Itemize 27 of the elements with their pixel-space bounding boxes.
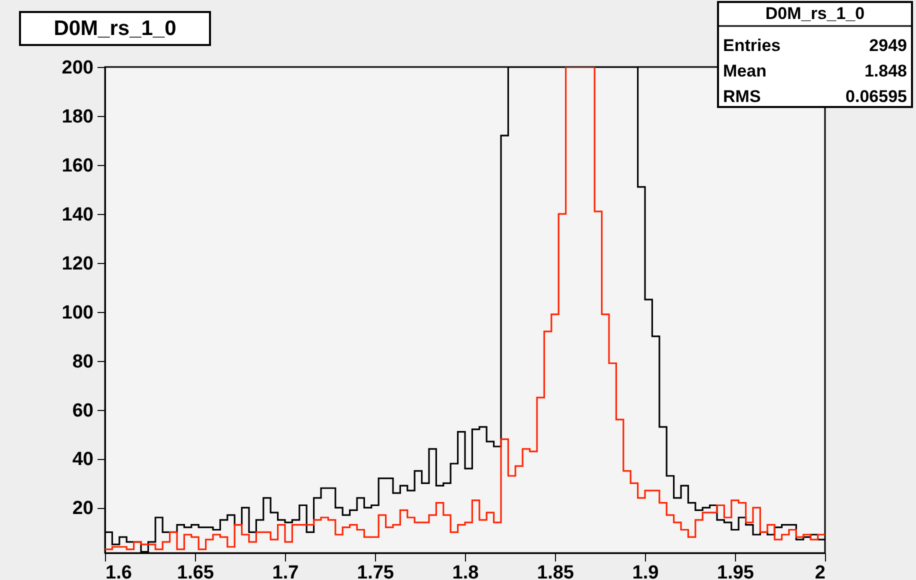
y-tick-label: 80 [72,351,94,372]
y-tick-label: 160 [62,155,94,176]
annotation: RMS [723,87,761,106]
text: 0.06595 [846,87,907,106]
x-tick-label: 1.6 [106,562,132,580]
text: Entries [723,36,781,55]
y-tick-label: 40 [72,449,94,470]
x-tick-label: 1.65 [177,562,214,580]
y-tick-label: 100 [62,302,94,324]
y-tick-label: 140 [62,204,94,226]
y-tick-label: 60 [72,400,94,422]
annotation: Mean [723,62,766,80]
x-tick-label: 1.8 [452,562,479,580]
y-tick-label: 180 [62,106,94,128]
y-tick-label: 120 [62,253,94,274]
text: 1.848 [864,62,907,80]
text: D0M_rs_1_0 [765,4,865,23]
x-tick-label: 2 [814,562,826,580]
x-tick-label: 1.85 [537,562,574,580]
chart-title: D0M_rs_1_0 [54,17,176,40]
x-tick-label: 1.75 [357,562,394,580]
x-tick-label: 1.95 [717,562,754,580]
x-tick-label: 1.7 [272,562,299,580]
text: 2949 [869,36,907,55]
y-tick-label: 200 [62,58,94,78]
y-tick-label: 20 [72,498,94,520]
x-tick-label: 1.9 [632,562,659,580]
